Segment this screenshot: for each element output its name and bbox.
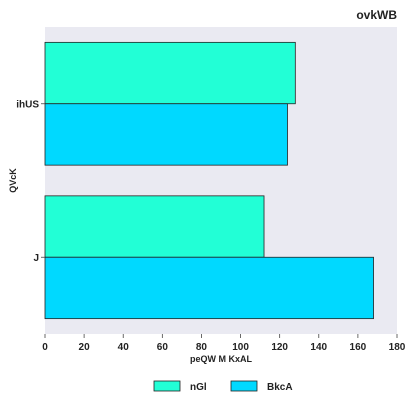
x-tick-label: 60 — [157, 342, 169, 353]
x-tick-label: 40 — [118, 342, 130, 353]
x-tick-label: 100 — [232, 342, 249, 353]
x-tick-label: 0 — [42, 342, 48, 353]
legend-swatch-nGl — [153, 380, 181, 392]
y-ticks-group: ihUS J — [16, 99, 45, 264]
x-tick-label: 160 — [350, 342, 367, 353]
legend-swatch-BkcA — [230, 380, 258, 392]
x-tick-label: 20 — [79, 342, 91, 353]
chart-title: ovkWB — [356, 8, 397, 22]
y-tick-label: J — [33, 253, 39, 264]
x-tick-label: 80 — [196, 342, 208, 353]
y-axis-label: QVcK — [8, 168, 18, 193]
x-tick-label: 180 — [389, 342, 406, 353]
bars-group — [44, 41, 374, 320]
x-tick-label: 140 — [310, 342, 327, 353]
x-axis-label: peQW M KxAL — [190, 354, 253, 364]
bar-ihUS-nGl — [44, 41, 296, 105]
x-ticks-group: 0 20 40 60 80 100 120 140 160 180 — [42, 334, 406, 353]
legend: nGl BkcA — [153, 380, 293, 393]
y-tick-label: ihUS — [16, 99, 39, 110]
legend-label-nGl: nGl — [190, 382, 207, 393]
bar-ihUS-BkcA — [44, 103, 288, 166]
bar-J-BkcA — [44, 256, 374, 320]
legend-label-BkcA: BkcA — [267, 382, 293, 393]
bar-J-nGl — [44, 195, 265, 258]
x-tick-label: 120 — [271, 342, 288, 353]
